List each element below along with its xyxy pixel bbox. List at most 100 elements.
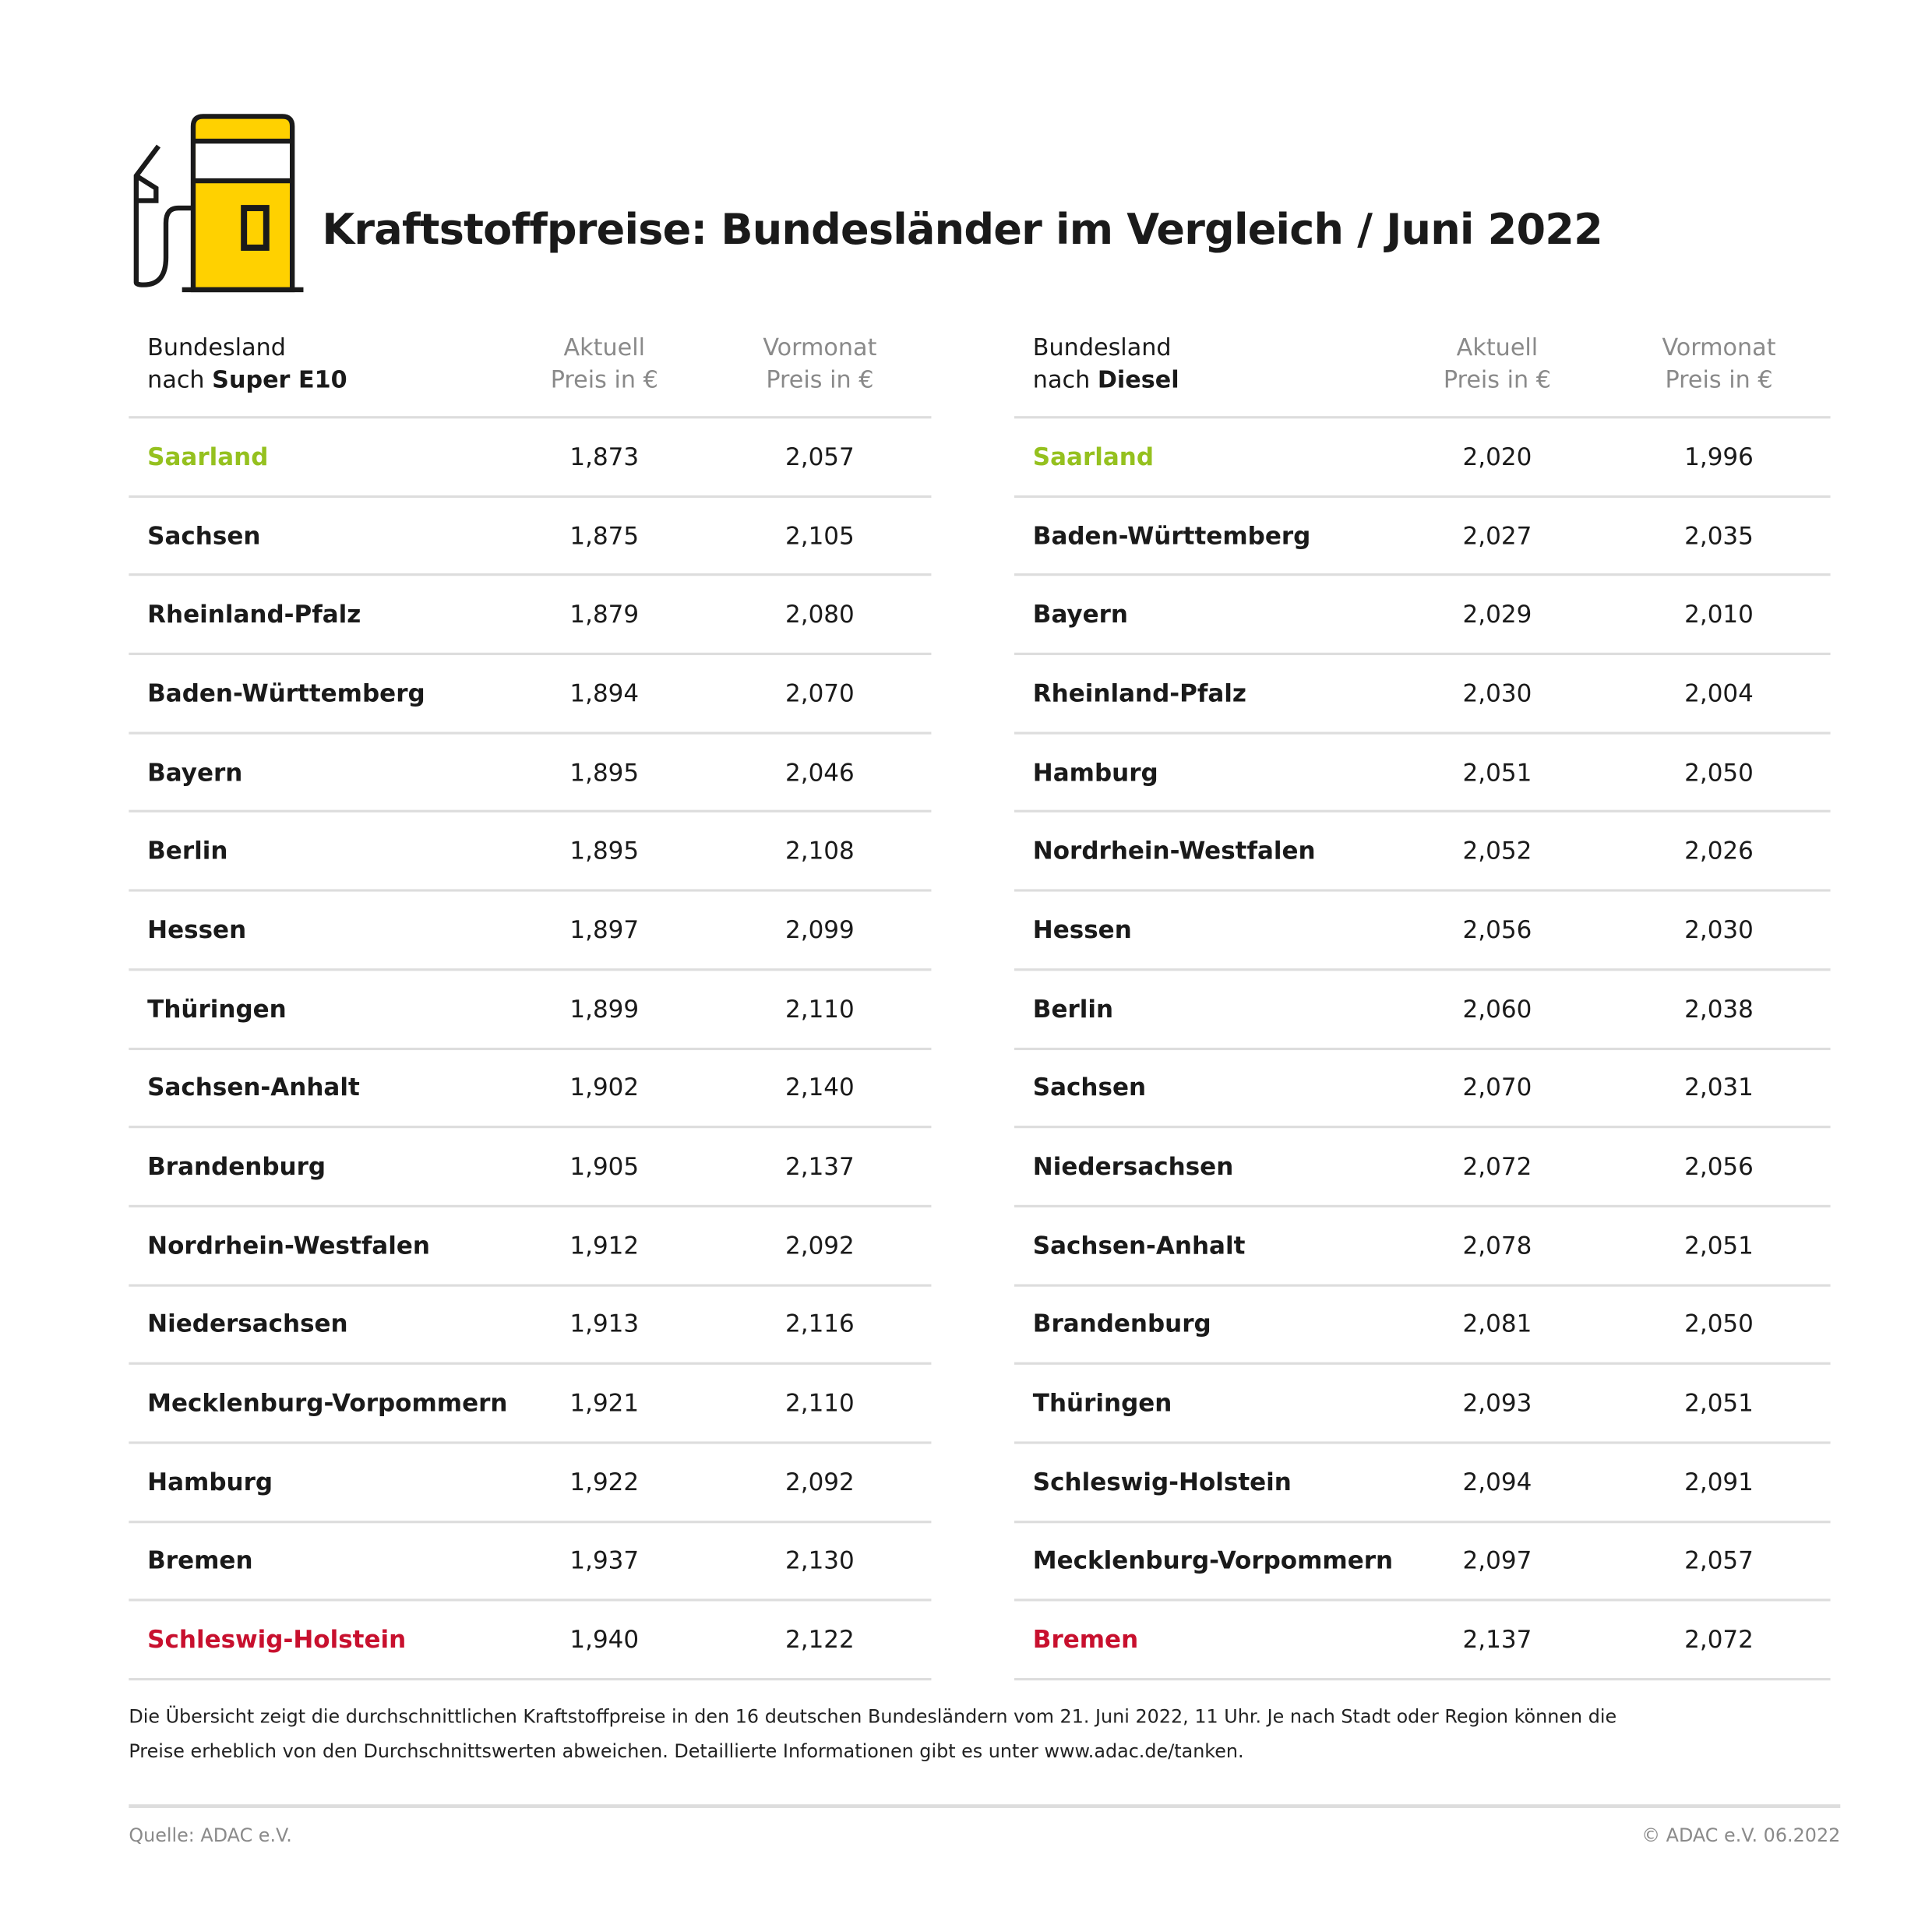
current-price: 2,137 xyxy=(1462,1625,1532,1655)
current-price: 2,097 xyxy=(1462,1546,1532,1576)
source-label: Quelle: ADAC e.V. xyxy=(129,1824,292,1847)
current-price: 1,894 xyxy=(569,679,640,708)
table-row: Sachsen 2,070 2,031 xyxy=(1014,1049,1831,1129)
previous-price: 2,092 xyxy=(784,1468,855,1496)
previous-price: 2,110 xyxy=(784,994,855,1024)
previous-price: 2,030 xyxy=(1684,915,1754,945)
state-name: Sachsen xyxy=(1032,1073,1147,1102)
header-fuel-type: Diesel xyxy=(1097,366,1179,394)
previous-price: 2,122 xyxy=(784,1625,855,1655)
current-price: 2,078 xyxy=(1462,1231,1532,1260)
table-row: Schleswig-Holstein 2,094 2,091 xyxy=(1014,1443,1831,1523)
header-previous: Vormonat Preis in € xyxy=(733,332,907,397)
previous-price: 2,110 xyxy=(784,1388,855,1418)
previous-price: 2,137 xyxy=(784,1152,855,1181)
header-state-line2: nach Super E10 xyxy=(147,364,347,396)
footnote: Die Übersicht zeigt die durchschnittlich… xyxy=(129,1699,1739,1768)
current-price: 1,895 xyxy=(569,758,640,787)
state-name: Baden-Württemberg xyxy=(147,679,425,708)
fuel-pump-icon xyxy=(133,114,304,293)
state-name: Berlin xyxy=(1032,994,1114,1024)
current-price: 2,070 xyxy=(1462,1073,1532,1102)
table-row: Saarland 1,873 2,057 xyxy=(129,418,932,498)
table-row: Mecklenburg-Vorpommern 1,921 2,110 xyxy=(129,1365,932,1444)
state-name: Niedersachsen xyxy=(147,1309,348,1339)
state-name: Bremen xyxy=(1032,1625,1139,1655)
previous-price: 2,091 xyxy=(1684,1468,1754,1496)
state-name: Rheinland-Pfalz xyxy=(147,600,361,629)
header-current: Aktuell Preis in € xyxy=(1411,332,1585,397)
state-name: Bayern xyxy=(1032,600,1128,629)
state-name: Bayern xyxy=(147,758,243,787)
table-row: Sachsen-Anhalt 1,902 2,140 xyxy=(129,1049,932,1129)
previous-price: 2,105 xyxy=(784,521,855,550)
header-previous-line2: Preis in € xyxy=(1665,366,1773,394)
header-current-line1: Aktuell xyxy=(1456,334,1539,362)
table-header: Bundesland nach Super E10 Aktuell Preis in … xyxy=(129,332,932,419)
state-name: Thüringen xyxy=(1032,1388,1172,1418)
state-name: Hamburg xyxy=(1032,758,1158,787)
state-name: Saarland xyxy=(147,442,269,471)
table-row: Rheinland-Pfalz 2,030 2,004 xyxy=(1014,655,1831,735)
state-name: Thüringen xyxy=(147,994,287,1024)
previous-price: 2,140 xyxy=(784,1073,855,1102)
previous-price: 2,057 xyxy=(1684,1546,1754,1576)
current-price: 2,060 xyxy=(1462,994,1532,1024)
previous-price: 2,057 xyxy=(784,442,855,471)
current-price: 1,905 xyxy=(569,1152,640,1181)
header-state-line1: Bundesland xyxy=(1032,334,1172,362)
current-price: 2,081 xyxy=(1462,1309,1532,1339)
previous-price: 2,116 xyxy=(784,1309,855,1339)
table-row: Hessen 2,056 2,030 xyxy=(1014,892,1831,971)
footnote-line-1: Die Übersicht zeigt die durchschnittlich… xyxy=(129,1705,1617,1728)
header-state-prefix: nach xyxy=(1032,366,1098,394)
state-name: Schleswig-Holstein xyxy=(147,1625,407,1655)
copyright-label: © ADAC e.V. 06.2022 xyxy=(1641,1824,1841,1847)
header-previous-line1: Vormonat xyxy=(763,334,877,362)
current-price: 1,922 xyxy=(569,1468,640,1496)
table-row: Baden-Württemberg 2,027 2,035 xyxy=(1014,498,1831,576)
current-price: 2,051 xyxy=(1462,758,1532,787)
header-state-line2: nach Diesel xyxy=(1033,364,1179,396)
table-row: Thüringen 1,899 2,110 xyxy=(129,971,932,1050)
state-name: Rheinland-Pfalz xyxy=(1032,679,1246,708)
current-price: 2,052 xyxy=(1462,837,1532,865)
current-price: 2,093 xyxy=(1462,1388,1532,1418)
previous-price: 2,050 xyxy=(1684,758,1754,787)
diesel-table: Bundesland nach Diesel Aktuell Preis in € Vo… xyxy=(1014,332,1831,1681)
table-row: Bremen 1,937 2,130 xyxy=(129,1523,932,1602)
table-row: Bremen 2,137 2,072 xyxy=(1014,1602,1831,1681)
table-row: Sachsen-Anhalt 2,078 2,051 xyxy=(1014,1207,1831,1287)
state-name: Brandenburg xyxy=(1032,1309,1211,1339)
previous-price: 2,092 xyxy=(784,1231,855,1260)
previous-price: 2,010 xyxy=(1684,600,1754,629)
current-price: 2,029 xyxy=(1462,600,1532,629)
previous-price: 2,080 xyxy=(784,600,855,629)
previous-price: 2,051 xyxy=(1684,1231,1754,1260)
previous-price: 1,996 xyxy=(1684,442,1754,471)
header-current: Aktuell Preis in € xyxy=(517,332,691,397)
divider xyxy=(129,1804,1841,1808)
state-name: Mecklenburg-Vorpommern xyxy=(147,1388,508,1418)
state-name: Sachsen-Anhalt xyxy=(147,1073,360,1102)
footnote-line-2: Preise erheblich von den Durchschnittswe… xyxy=(129,1739,1244,1763)
header-state: Bundesland nach Diesel xyxy=(1033,332,1179,397)
current-price: 1,912 xyxy=(569,1231,640,1260)
state-name: Niedersachsen xyxy=(1032,1152,1234,1181)
state-name: Sachsen-Anhalt xyxy=(1032,1231,1246,1260)
header-current-line1: Aktuell xyxy=(563,334,646,362)
table-row: Hessen 1,897 2,099 xyxy=(129,892,932,971)
table-row: Niedersachsen 1,913 2,116 xyxy=(129,1286,932,1366)
state-name: Nordrhein-Westfalen xyxy=(147,1231,430,1260)
table-row: Hamburg 2,051 2,050 xyxy=(1014,734,1831,813)
current-price: 1,899 xyxy=(569,994,640,1024)
table-row: Rheinland-Pfalz 1,879 2,080 xyxy=(129,576,932,656)
state-name: Schleswig-Holstein xyxy=(1032,1468,1292,1496)
state-name: Hamburg xyxy=(147,1468,273,1496)
previous-price: 2,026 xyxy=(1684,837,1754,865)
table-header: Bundesland nach Diesel Aktuell Preis in € Vo… xyxy=(1014,332,1831,419)
table-row: Niedersachsen 2,072 2,056 xyxy=(1014,1129,1831,1207)
current-price: 1,940 xyxy=(569,1625,640,1655)
page-title: Kraftstoffpreise: Bundesländer im Vergle… xyxy=(322,205,1602,256)
header-fuel-type: Super E10 xyxy=(212,366,347,394)
